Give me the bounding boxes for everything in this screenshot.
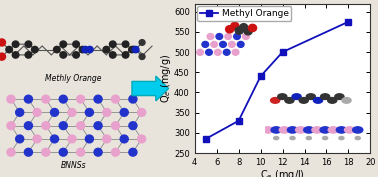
Circle shape bbox=[112, 95, 119, 103]
Circle shape bbox=[139, 54, 145, 59]
Circle shape bbox=[15, 109, 24, 116]
Circle shape bbox=[103, 109, 111, 116]
Circle shape bbox=[85, 109, 93, 116]
Circle shape bbox=[77, 148, 85, 156]
Circle shape bbox=[0, 39, 6, 46]
Circle shape bbox=[12, 52, 19, 58]
Circle shape bbox=[73, 52, 79, 58]
Circle shape bbox=[12, 41, 19, 47]
Methyl Orange bbox=[346, 21, 351, 23]
Circle shape bbox=[25, 95, 33, 103]
Circle shape bbox=[68, 135, 76, 143]
Circle shape bbox=[94, 122, 102, 130]
Methyl Orange bbox=[280, 51, 285, 53]
Circle shape bbox=[73, 41, 79, 47]
Circle shape bbox=[132, 46, 139, 53]
Circle shape bbox=[7, 148, 15, 156]
X-axis label: C$_e$ (mg/l): C$_e$ (mg/l) bbox=[260, 168, 305, 177]
Circle shape bbox=[110, 52, 116, 58]
Circle shape bbox=[25, 148, 33, 156]
Methyl Orange bbox=[258, 75, 263, 77]
Circle shape bbox=[120, 135, 128, 143]
Circle shape bbox=[138, 135, 146, 143]
Circle shape bbox=[122, 41, 129, 47]
Circle shape bbox=[33, 109, 41, 116]
Circle shape bbox=[25, 41, 32, 47]
Circle shape bbox=[112, 122, 119, 130]
Circle shape bbox=[79, 46, 86, 53]
Circle shape bbox=[25, 52, 32, 58]
Circle shape bbox=[7, 95, 15, 103]
Circle shape bbox=[42, 122, 50, 130]
Legend: Methyl Orange: Methyl Orange bbox=[197, 6, 291, 21]
Circle shape bbox=[112, 148, 119, 156]
Circle shape bbox=[122, 52, 129, 58]
Circle shape bbox=[59, 148, 67, 156]
Circle shape bbox=[82, 46, 88, 53]
Methyl Orange bbox=[236, 120, 241, 122]
FancyArrow shape bbox=[132, 76, 169, 101]
Circle shape bbox=[42, 148, 50, 156]
Circle shape bbox=[60, 52, 67, 58]
Circle shape bbox=[110, 41, 116, 47]
Circle shape bbox=[138, 109, 146, 116]
Circle shape bbox=[77, 95, 85, 103]
Circle shape bbox=[6, 46, 12, 53]
Circle shape bbox=[94, 148, 102, 156]
Circle shape bbox=[139, 40, 145, 45]
Text: BNNSs: BNNSs bbox=[60, 161, 86, 170]
Circle shape bbox=[120, 109, 128, 116]
Circle shape bbox=[54, 46, 60, 53]
Circle shape bbox=[51, 135, 59, 143]
Circle shape bbox=[51, 109, 59, 116]
Circle shape bbox=[68, 109, 76, 116]
Circle shape bbox=[103, 135, 111, 143]
Text: Methly Orange: Methly Orange bbox=[45, 74, 102, 83]
Circle shape bbox=[42, 95, 50, 103]
Circle shape bbox=[15, 135, 24, 143]
Circle shape bbox=[87, 46, 93, 53]
Circle shape bbox=[60, 41, 67, 47]
Circle shape bbox=[77, 122, 85, 130]
Circle shape bbox=[103, 46, 110, 53]
Circle shape bbox=[7, 122, 15, 130]
Circle shape bbox=[85, 135, 93, 143]
Circle shape bbox=[59, 122, 67, 130]
Circle shape bbox=[31, 46, 38, 53]
Circle shape bbox=[25, 122, 33, 130]
Circle shape bbox=[33, 135, 41, 143]
Circle shape bbox=[129, 122, 137, 130]
Line: Methyl Orange: Methyl Orange bbox=[203, 19, 351, 142]
Circle shape bbox=[129, 46, 135, 53]
Circle shape bbox=[94, 95, 102, 103]
Circle shape bbox=[129, 95, 137, 103]
Y-axis label: Q$_e$ (mg/g): Q$_e$ (mg/g) bbox=[158, 54, 172, 103]
Circle shape bbox=[0, 53, 6, 60]
Methyl Orange bbox=[203, 138, 208, 140]
Circle shape bbox=[59, 95, 67, 103]
Circle shape bbox=[129, 148, 137, 156]
